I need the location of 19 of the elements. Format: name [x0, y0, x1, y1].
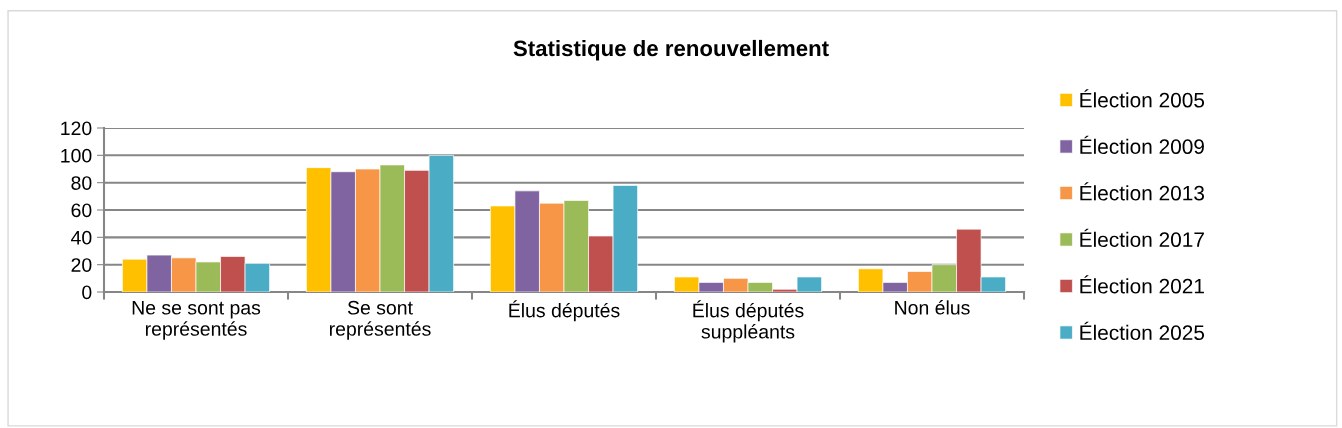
x-tick-label: Élus députés — [509, 300, 620, 322]
y-tick-label: 80 — [71, 176, 92, 190]
y-tick-label: 120 — [61, 121, 92, 136]
legend-label: Élection 2021 — [1080, 275, 1204, 294]
chart-title: Statistique de renouvellement — [513, 39, 829, 61]
y-tick-label: 40 — [71, 230, 92, 245]
legend-label: Élection 2017 — [1080, 228, 1204, 248]
x-tick-label: Se sont représentés — [329, 300, 431, 340]
x-tick-label: Élus députés suppléants — [693, 300, 804, 343]
legend-label: Élection 2005 — [1080, 89, 1205, 108]
y-tick-label: 20 — [71, 258, 92, 272]
legend-label: Élection 2013 — [1080, 182, 1205, 201]
legend-label: Élection 2025 — [1080, 321, 1205, 341]
y-tick-label: 0 — [82, 285, 92, 300]
y-tick-label: 60 — [71, 203, 92, 218]
y-tick-label: 100 — [61, 148, 92, 163]
x-tick-label: Non élus — [895, 300, 970, 315]
legend-label: Élection 2009 — [1080, 135, 1204, 155]
x-tick-label: Ne se sont pas représentés — [132, 301, 261, 340]
